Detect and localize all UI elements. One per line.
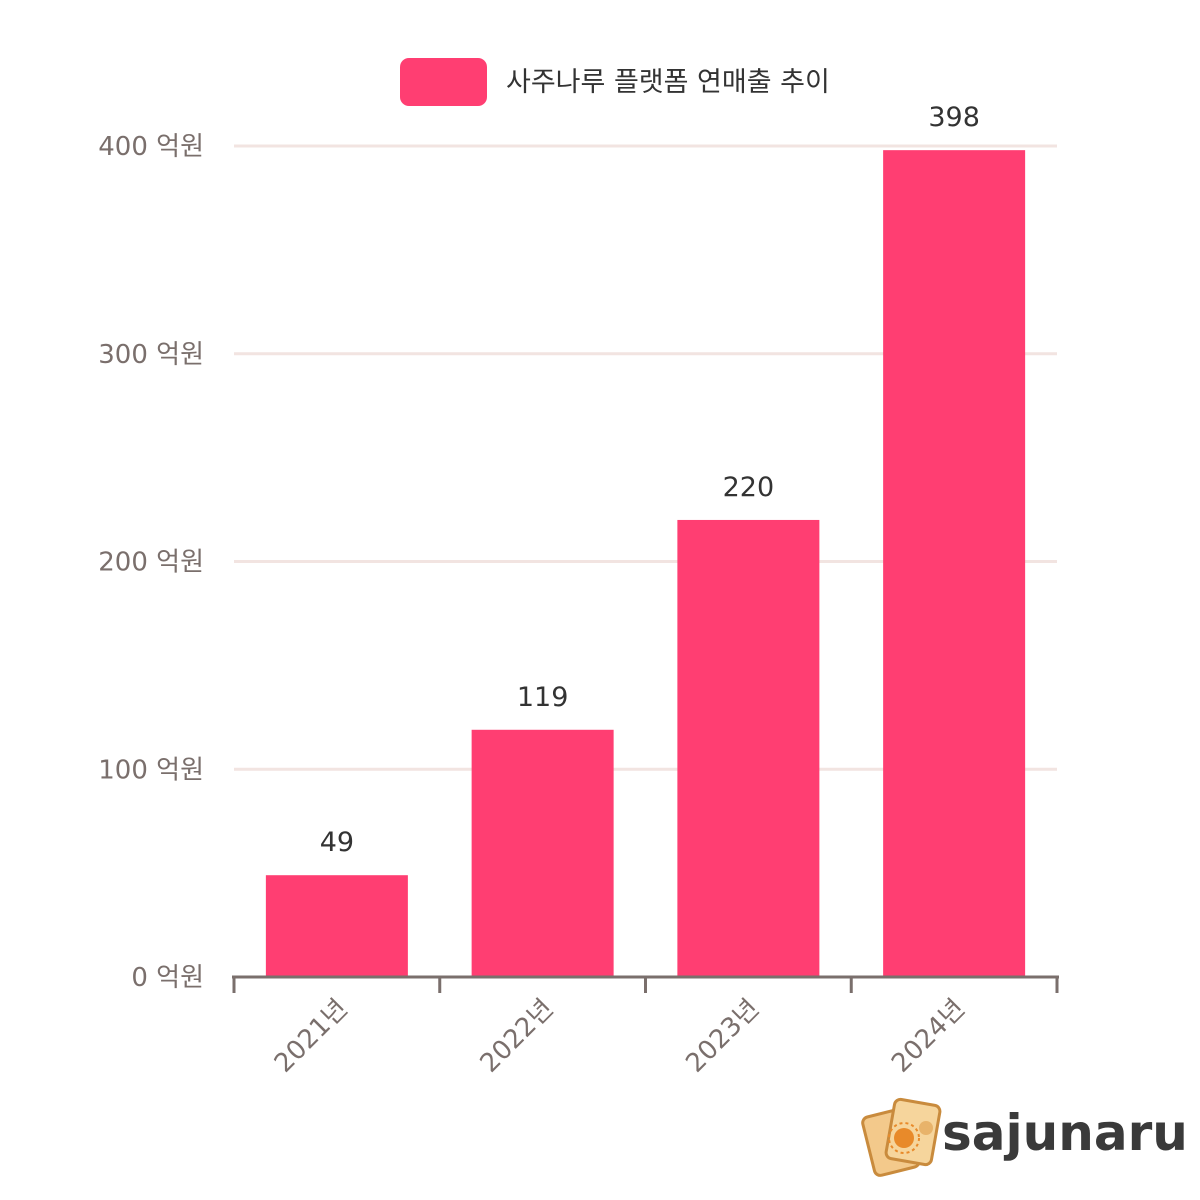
bar[interactable]	[471, 729, 614, 977]
legend-swatch	[400, 58, 487, 106]
bar[interactable]	[265, 875, 408, 977]
x-tick-label: 2024년	[886, 994, 971, 1079]
data-label: 220	[723, 472, 775, 503]
legend[interactable]: 사주나루 플랫폼 연매출 추이	[400, 58, 830, 106]
y-tick-label: 0 억원	[131, 963, 204, 993]
x-axis-ticks: 2021년 2022년 2023년 2024년	[269, 994, 971, 1079]
x-axis	[232, 975, 1059, 993]
logo-text: sajunaru	[942, 1104, 1188, 1162]
brand-logo: sajunaru	[861, 1097, 1188, 1177]
y-tick-label: 200 억원	[98, 548, 204, 578]
tarot-cards-icon	[861, 1097, 942, 1177]
bar[interactable]	[677, 519, 820, 977]
legend-label: 사주나루 플랫폼 연매출 추이	[506, 67, 830, 98]
x-tick-label: 2021년	[269, 994, 354, 1079]
data-labels: 49 119 220 398	[320, 102, 980, 858]
x-tick-label: 2023년	[680, 994, 765, 1079]
y-axis-ticks: 0 억원 100 억원 200 억원 300 억원 400 억원	[98, 132, 204, 993]
y-tick-label: 300 억원	[98, 340, 204, 370]
data-label: 49	[320, 827, 354, 858]
y-tick-label: 400 억원	[98, 132, 204, 162]
bars	[265, 150, 1026, 977]
data-label: 398	[928, 102, 980, 133]
x-tick-label: 2022년	[475, 994, 560, 1079]
y-tick-label: 100 억원	[98, 755, 204, 785]
data-label: 119	[517, 682, 569, 713]
bar[interactable]	[883, 150, 1026, 977]
